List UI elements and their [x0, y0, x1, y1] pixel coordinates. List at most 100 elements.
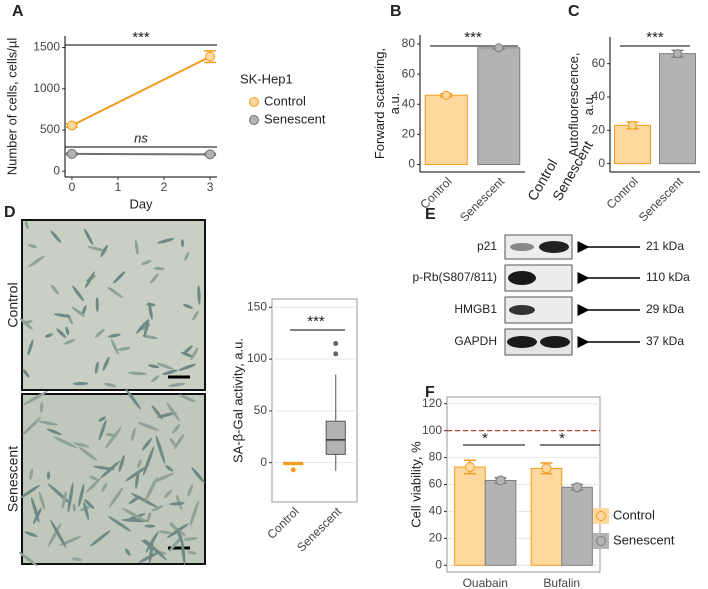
cell	[84, 499, 95, 509]
x-tick-label: Senescent	[636, 174, 686, 224]
cell	[100, 460, 120, 479]
band	[510, 243, 534, 251]
cell	[163, 489, 173, 498]
micrograph	[21, 219, 206, 391]
cell	[87, 246, 107, 252]
cell	[46, 428, 62, 436]
bar	[454, 466, 486, 566]
bar	[659, 53, 696, 165]
y-tick-label: 0	[408, 157, 415, 171]
cell	[191, 467, 205, 484]
cell	[27, 339, 34, 356]
cell	[180, 239, 185, 248]
cell	[144, 476, 158, 504]
cell	[71, 557, 83, 561]
y-tick-label: 0	[53, 163, 60, 177]
cell	[179, 394, 196, 403]
cell	[98, 416, 107, 422]
y-tick-label: 60	[429, 477, 443, 491]
band	[509, 305, 535, 315]
cell	[103, 382, 117, 388]
cell	[24, 531, 38, 537]
cell	[107, 286, 123, 298]
cell	[19, 318, 33, 330]
band	[540, 336, 570, 348]
cell	[151, 405, 163, 420]
y-tick-label: 1500	[33, 40, 60, 54]
series-line	[71, 55, 211, 127]
point	[66, 148, 77, 159]
cell	[95, 328, 105, 338]
panel-label: F	[425, 384, 435, 401]
cell	[144, 524, 156, 528]
legend-title: SK-Hep1	[240, 71, 293, 86]
legend-label: Senescent	[613, 532, 675, 547]
cell	[141, 260, 152, 266]
cell	[71, 306, 86, 317]
point	[494, 43, 504, 53]
cell	[189, 500, 199, 527]
cell	[108, 516, 132, 532]
bar	[477, 47, 521, 165]
cell	[125, 466, 147, 482]
cell	[94, 361, 99, 374]
cell	[158, 530, 172, 535]
y-axis-label: SA-β-Gal activity, a.u.	[230, 338, 245, 463]
cell	[184, 251, 190, 261]
cell	[27, 244, 37, 248]
legend-marker	[249, 97, 259, 107]
y-tick-label: 500	[40, 122, 60, 136]
cell	[162, 369, 178, 376]
y-tick-label: 0	[435, 557, 442, 571]
cell	[108, 333, 121, 338]
cell	[145, 531, 159, 553]
x-tick-label: Control	[604, 174, 641, 211]
size-label: 29 kDa	[646, 302, 684, 316]
y-tick-label: 40	[402, 96, 416, 110]
cell	[44, 333, 53, 338]
y-tick-label: 50	[254, 403, 268, 417]
cell	[38, 420, 58, 426]
cell	[169, 437, 177, 447]
cell	[151, 505, 163, 512]
cell	[86, 477, 101, 493]
band	[507, 336, 537, 348]
cell	[22, 320, 33, 324]
cell	[182, 345, 193, 355]
cell	[183, 537, 198, 541]
cell	[134, 239, 139, 255]
y-tick-label: 80	[429, 450, 443, 464]
row-label: p-Rb(S807/811)	[413, 270, 498, 284]
cell	[118, 454, 125, 473]
row-label: Control	[5, 282, 21, 327]
cell	[95, 297, 99, 312]
cell	[180, 537, 186, 566]
y-axis-label: a.u.	[581, 94, 596, 116]
legend-label: Senescent	[264, 111, 326, 126]
y-axis-label: Autofluorescence,	[566, 52, 581, 156]
y-tick-label: 150	[247, 299, 267, 313]
x-tick-label: Control	[264, 504, 301, 541]
y-tick-label: 20	[402, 127, 416, 141]
point	[541, 463, 552, 474]
cell	[156, 362, 174, 370]
cell	[128, 371, 147, 376]
point	[464, 462, 475, 472]
cell	[101, 482, 108, 492]
y-tick-label: 20	[592, 123, 606, 137]
y-axis-label: a.u.	[387, 93, 402, 115]
cell	[54, 313, 72, 318]
cell	[157, 412, 177, 418]
y-tick-label: 40	[429, 504, 443, 518]
outlier	[333, 351, 339, 357]
cell	[183, 303, 193, 309]
x-tick-label: Control	[417, 174, 454, 211]
y-tick-label: 100	[422, 423, 442, 437]
cell	[168, 382, 186, 387]
cell	[109, 487, 124, 508]
x-tick-label: 3	[207, 180, 214, 194]
cell	[187, 484, 194, 497]
annotation: ***	[464, 29, 482, 46]
panel-label: B	[390, 3, 402, 20]
